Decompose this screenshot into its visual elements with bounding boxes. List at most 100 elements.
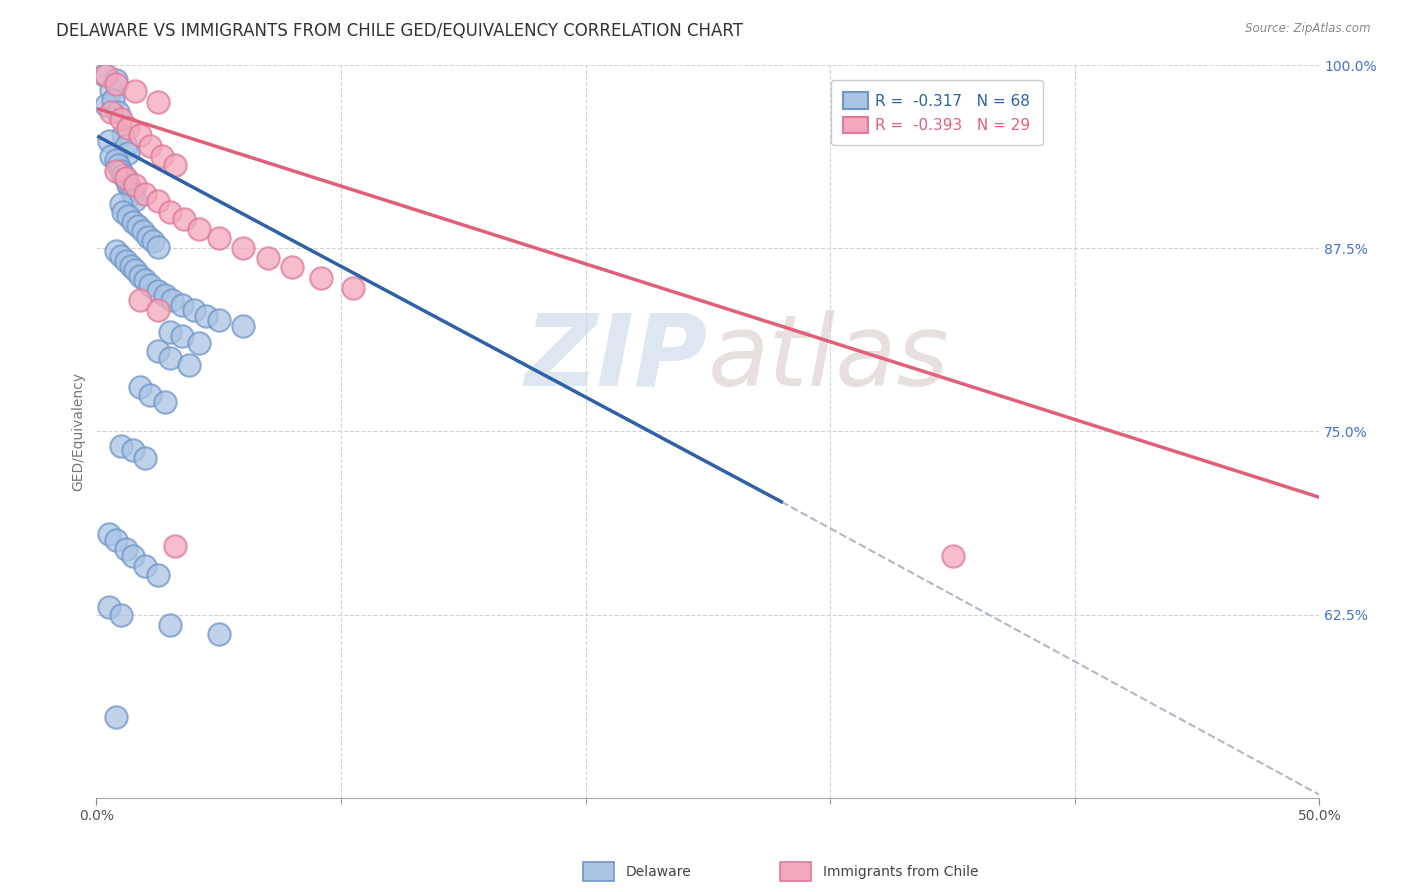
Point bbox=[104, 710, 127, 724]
Point bbox=[112, 168, 135, 182]
Point bbox=[146, 302, 169, 317]
Point bbox=[100, 105, 122, 120]
Point bbox=[159, 617, 181, 632]
Point bbox=[100, 149, 122, 163]
Point bbox=[134, 187, 156, 202]
Text: atlas: atlas bbox=[707, 310, 949, 407]
Point bbox=[124, 178, 146, 193]
Text: Delaware: Delaware bbox=[626, 865, 692, 880]
Point bbox=[117, 209, 139, 223]
Point bbox=[146, 194, 169, 209]
Point bbox=[120, 259, 142, 273]
Point bbox=[117, 146, 139, 161]
Point bbox=[93, 68, 115, 82]
Point bbox=[170, 298, 193, 312]
Point bbox=[129, 293, 152, 307]
Point bbox=[110, 607, 132, 622]
Point bbox=[170, 329, 193, 343]
Text: Immigrants from Chile: Immigrants from Chile bbox=[823, 865, 979, 880]
Point bbox=[232, 241, 254, 255]
Point bbox=[104, 72, 127, 87]
Point bbox=[163, 158, 186, 172]
Point bbox=[104, 244, 127, 259]
Point bbox=[114, 170, 136, 185]
Legend: R =  -0.317   N = 68, R =  -0.393   N = 29: R = -0.317 N = 68, R = -0.393 N = 29 bbox=[831, 80, 1043, 145]
Point bbox=[139, 277, 162, 292]
Point bbox=[179, 359, 201, 373]
Point bbox=[134, 559, 156, 574]
Point bbox=[134, 450, 156, 465]
Point bbox=[173, 211, 195, 226]
Point bbox=[94, 68, 117, 82]
Point bbox=[107, 158, 129, 172]
Point bbox=[129, 269, 152, 284]
Point bbox=[104, 163, 127, 178]
Point bbox=[139, 388, 162, 402]
Point bbox=[114, 138, 136, 153]
Point bbox=[146, 284, 169, 298]
Point bbox=[104, 533, 127, 547]
Point bbox=[146, 343, 169, 358]
Point bbox=[127, 219, 149, 234]
Point bbox=[110, 439, 132, 453]
Point bbox=[153, 395, 176, 409]
Point bbox=[208, 231, 231, 245]
Point bbox=[152, 149, 174, 163]
Point bbox=[117, 121, 139, 136]
Point bbox=[208, 626, 231, 640]
Point bbox=[134, 273, 156, 287]
Point bbox=[941, 549, 963, 563]
Point bbox=[256, 252, 278, 266]
Point bbox=[124, 193, 146, 207]
Point bbox=[195, 309, 218, 323]
Point bbox=[110, 112, 132, 127]
Point bbox=[136, 229, 159, 244]
Point bbox=[94, 97, 117, 112]
Point bbox=[104, 77, 127, 91]
Point bbox=[188, 336, 211, 351]
Point bbox=[103, 93, 125, 107]
Point bbox=[97, 527, 120, 541]
Point bbox=[153, 288, 176, 302]
Point bbox=[112, 204, 135, 219]
Point bbox=[146, 95, 169, 109]
Point bbox=[311, 270, 333, 285]
Point bbox=[112, 128, 135, 143]
Point bbox=[110, 249, 132, 263]
Point bbox=[146, 568, 169, 582]
Point bbox=[129, 380, 152, 394]
Point bbox=[110, 197, 132, 211]
Point bbox=[159, 351, 181, 365]
Point bbox=[110, 163, 132, 178]
Point bbox=[342, 281, 364, 295]
Point bbox=[146, 240, 169, 254]
Text: Source: ZipAtlas.com: Source: ZipAtlas.com bbox=[1246, 22, 1371, 36]
Point bbox=[124, 263, 146, 277]
Point bbox=[100, 83, 122, 97]
Y-axis label: GED/Equivalency: GED/Equivalency bbox=[72, 372, 86, 491]
Point bbox=[208, 313, 231, 327]
Point bbox=[132, 224, 155, 238]
Point bbox=[139, 138, 162, 153]
Point bbox=[117, 178, 139, 193]
Point bbox=[122, 187, 145, 202]
Point bbox=[159, 204, 181, 219]
Point bbox=[97, 600, 120, 615]
Point bbox=[163, 539, 186, 553]
Point bbox=[188, 222, 211, 236]
Point bbox=[160, 293, 183, 307]
Point bbox=[281, 260, 304, 275]
Point bbox=[159, 325, 181, 339]
Point bbox=[97, 134, 120, 148]
Point bbox=[122, 549, 145, 563]
Point bbox=[124, 85, 146, 99]
Point bbox=[183, 302, 205, 317]
Text: ZIP: ZIP bbox=[524, 310, 707, 407]
Point bbox=[114, 541, 136, 556]
Point bbox=[142, 234, 165, 248]
Point bbox=[122, 443, 145, 458]
Point bbox=[104, 153, 127, 168]
Point bbox=[232, 318, 254, 333]
Point bbox=[129, 128, 152, 143]
Text: DELAWARE VS IMMIGRANTS FROM CHILE GED/EQUIVALENCY CORRELATION CHART: DELAWARE VS IMMIGRANTS FROM CHILE GED/EQ… bbox=[56, 22, 744, 40]
